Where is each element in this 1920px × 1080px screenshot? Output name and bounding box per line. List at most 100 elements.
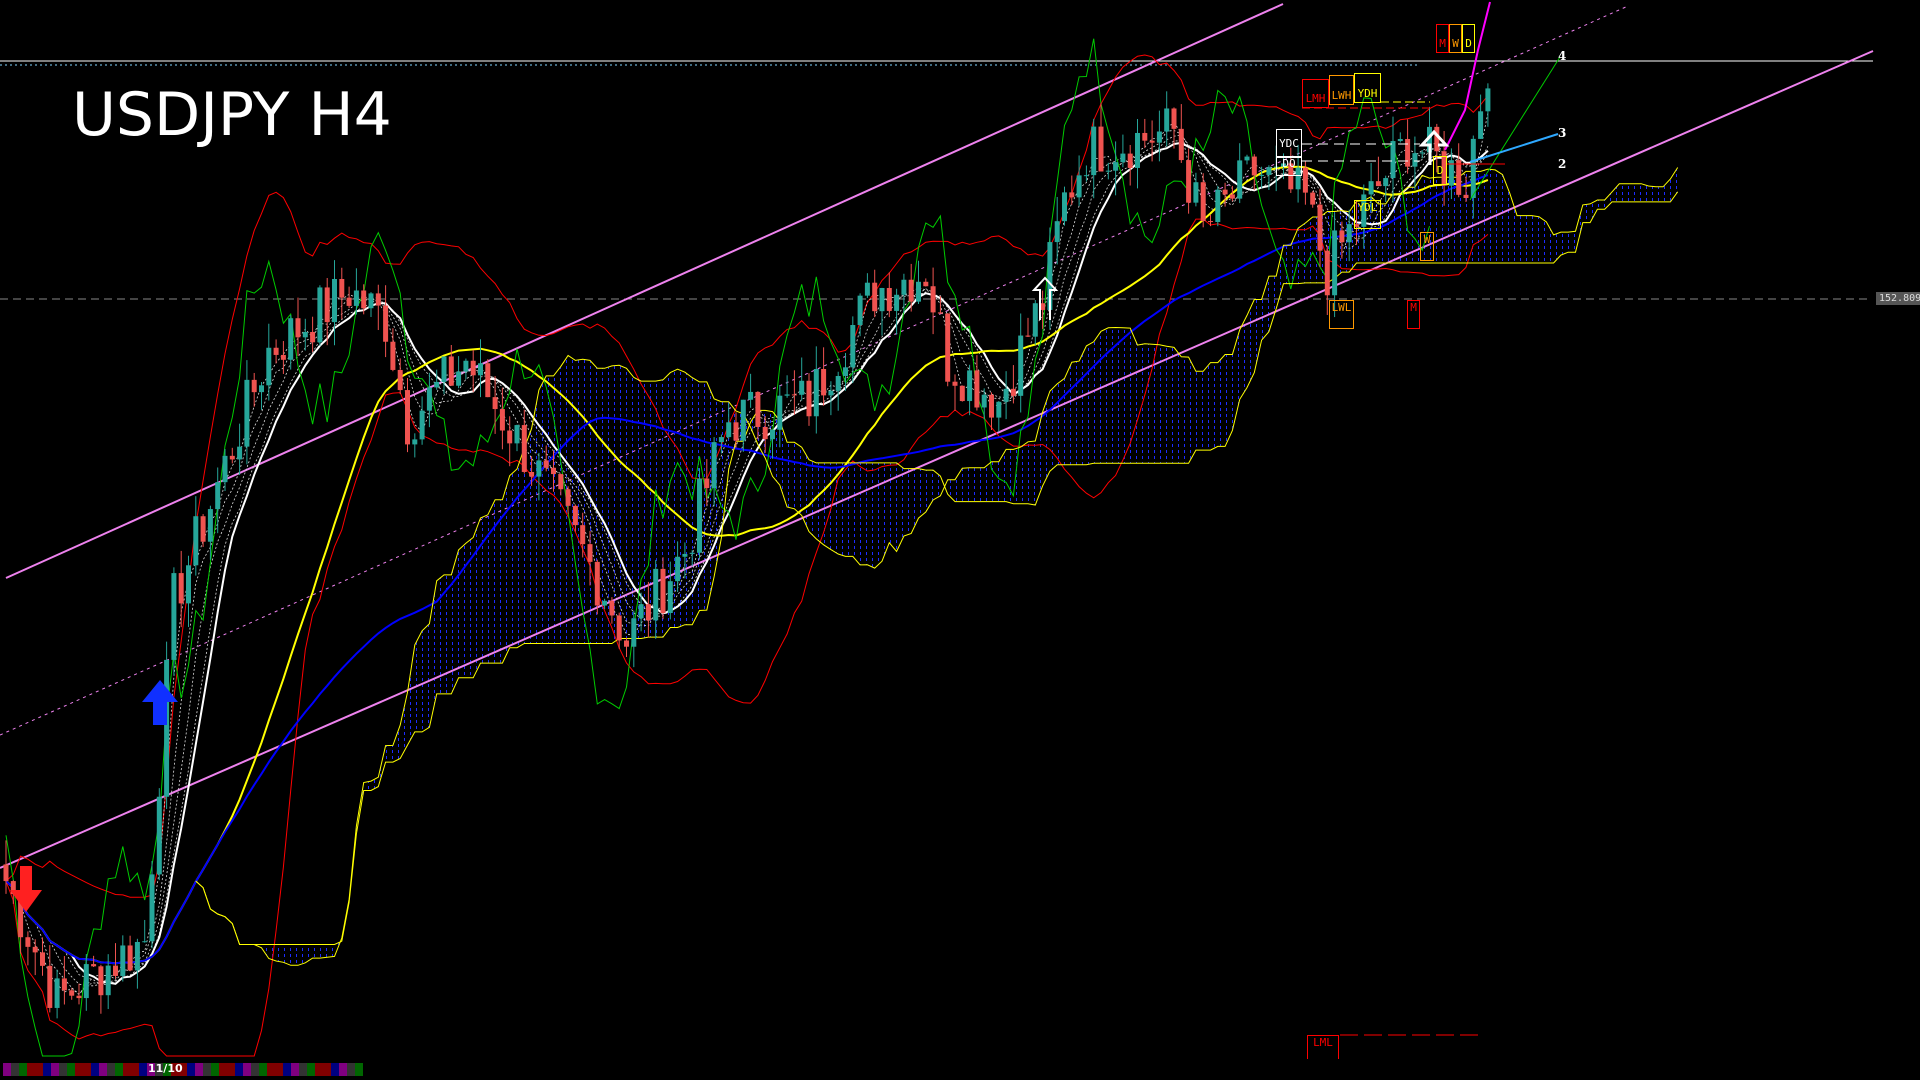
candle-body bbox=[507, 430, 513, 444]
candle-body bbox=[989, 394, 994, 418]
candle-body bbox=[142, 941, 148, 943]
session-cell bbox=[299, 1063, 307, 1076]
candle-body bbox=[1463, 194, 1469, 198]
candle-body bbox=[69, 990, 75, 996]
candle-body bbox=[1083, 175, 1089, 177]
candle-body bbox=[383, 305, 389, 342]
senkou-span-b bbox=[195, 191, 1679, 945]
candle-body bbox=[207, 509, 213, 542]
candle-body bbox=[499, 409, 505, 431]
candle-body bbox=[1127, 153, 1133, 168]
level-4-line bbox=[1469, 56, 1561, 201]
candle-body bbox=[1259, 174, 1265, 176]
candle-body bbox=[390, 341, 396, 370]
candle-body bbox=[40, 952, 45, 966]
candle-body bbox=[543, 460, 549, 468]
candle-body bbox=[193, 516, 199, 566]
session-cell bbox=[131, 1063, 139, 1076]
box-ydc: YDC bbox=[1276, 129, 1302, 158]
candle-body bbox=[718, 437, 724, 443]
box-ydl: YDL bbox=[1354, 200, 1381, 229]
candle-body bbox=[1317, 204, 1323, 251]
candle-body bbox=[434, 381, 440, 388]
candle-body bbox=[624, 640, 629, 647]
candle-body bbox=[1164, 108, 1170, 132]
candle-body bbox=[879, 287, 885, 312]
candle-body bbox=[755, 391, 761, 427]
symbol-title: USDJPY H4 bbox=[72, 80, 392, 150]
timeline-date-label: 11/10 bbox=[148, 1062, 183, 1075]
candle-body bbox=[704, 478, 710, 489]
candle-body bbox=[916, 281, 921, 302]
session-cell bbox=[203, 1063, 211, 1076]
candle-body bbox=[1412, 153, 1418, 167]
candle-body bbox=[266, 347, 272, 386]
candle-body bbox=[186, 565, 191, 604]
candle-body bbox=[25, 937, 31, 947]
candle-body bbox=[981, 394, 987, 408]
candle-body bbox=[1062, 192, 1067, 222]
bollinger-lower bbox=[5, 218, 1489, 1057]
candle-body bbox=[529, 471, 535, 477]
candle-body bbox=[280, 354, 286, 360]
session-cell bbox=[155, 1063, 163, 1076]
ribbon-ma bbox=[5, 134, 1489, 987]
candle-body bbox=[1368, 181, 1374, 195]
candle-body bbox=[1156, 131, 1162, 143]
candle-body bbox=[317, 287, 323, 343]
candle-body bbox=[1186, 160, 1192, 203]
candle-body bbox=[748, 391, 754, 400]
candle-body bbox=[901, 279, 907, 295]
candle-body bbox=[864, 282, 870, 296]
box-week-top: W bbox=[1449, 24, 1462, 53]
ribbon-ma bbox=[5, 140, 1489, 986]
candle-body bbox=[740, 399, 746, 441]
channel-lower[interactable] bbox=[0, 50, 1874, 869]
candle-body bbox=[653, 568, 659, 621]
candle-body bbox=[1178, 128, 1184, 161]
session-cell bbox=[283, 1063, 291, 1076]
candle-body bbox=[1003, 388, 1009, 402]
candle-body bbox=[602, 600, 608, 606]
candle-body bbox=[1361, 194, 1367, 227]
candle-body bbox=[405, 390, 410, 445]
sell-arrow-icon bbox=[10, 866, 42, 912]
candle-body bbox=[310, 331, 316, 343]
session-cell bbox=[291, 1063, 299, 1076]
candle-body bbox=[3, 864, 9, 882]
candle-body bbox=[419, 410, 425, 440]
candle-body bbox=[1047, 242, 1053, 310]
candle-body bbox=[178, 573, 184, 604]
candle-body bbox=[616, 615, 622, 641]
box-day: D bbox=[1433, 156, 1447, 185]
candle-body bbox=[872, 282, 878, 312]
box-day-top: D bbox=[1462, 24, 1475, 53]
session-cell bbox=[75, 1063, 83, 1076]
candle-body bbox=[1098, 126, 1104, 172]
candle-body bbox=[945, 313, 951, 382]
session-cell bbox=[27, 1063, 35, 1076]
candle-body bbox=[828, 390, 834, 396]
candle-body bbox=[1244, 156, 1250, 161]
candle-body bbox=[1054, 221, 1060, 243]
candle-body bbox=[200, 516, 206, 542]
box-week: W bbox=[1420, 232, 1434, 261]
candle-body bbox=[843, 367, 848, 377]
candle-body bbox=[339, 279, 345, 298]
candle-body bbox=[777, 395, 783, 430]
candle-body bbox=[1142, 132, 1148, 141]
session-cell bbox=[3, 1063, 11, 1076]
session-cell bbox=[243, 1063, 251, 1076]
session-cell bbox=[339, 1063, 347, 1076]
candle-body bbox=[1427, 126, 1432, 153]
candle-body bbox=[1025, 335, 1031, 337]
box-month: M bbox=[1407, 300, 1420, 329]
session-cell bbox=[315, 1063, 323, 1076]
candle-body bbox=[996, 401, 1002, 418]
white-arrow-icon bbox=[1031, 276, 1059, 320]
candle-body bbox=[1251, 156, 1257, 176]
candle-body bbox=[134, 941, 140, 971]
session-cell bbox=[219, 1063, 227, 1076]
candle-body bbox=[660, 568, 666, 614]
